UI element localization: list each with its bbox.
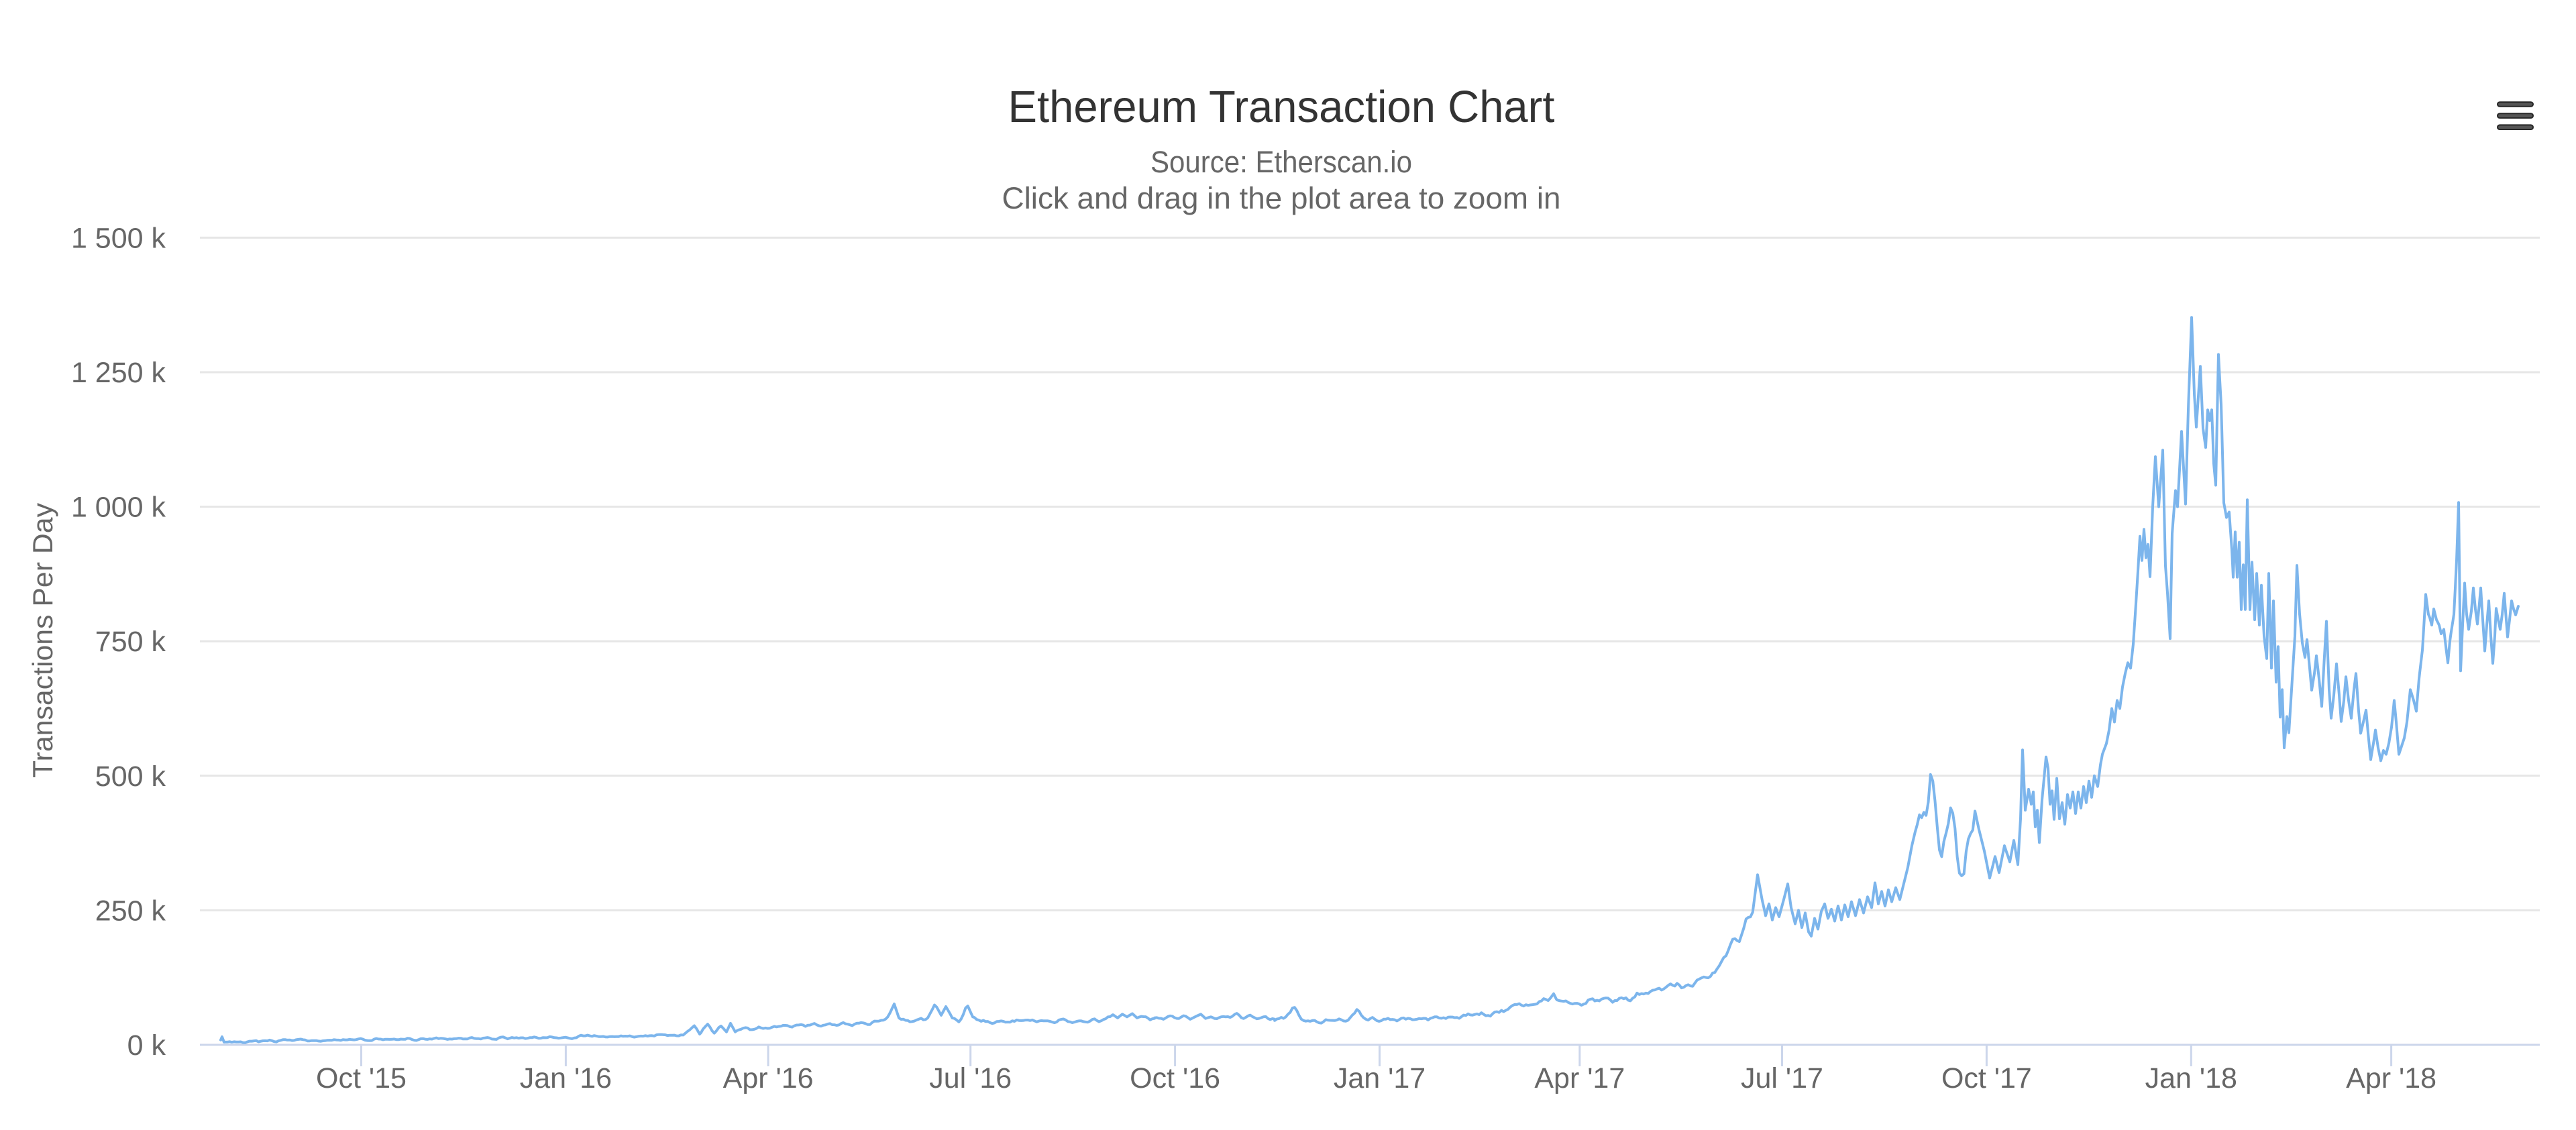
svg-text:Oct '16: Oct '16 (1130, 1062, 1220, 1094)
svg-text:250 k: 250 k (95, 895, 166, 927)
svg-text:1 000 k: 1 000 k (71, 492, 166, 524)
svg-text:Jul '16: Jul '16 (929, 1062, 1012, 1094)
svg-text:1 250 k: 1 250 k (71, 357, 166, 389)
svg-text:Click and drag in the plot are: Click and drag in the plot area to zoom … (1002, 181, 1561, 215)
svg-text:Jul '17: Jul '17 (1741, 1062, 1823, 1094)
svg-text:Transactions Per Day: Transactions Per Day (27, 503, 58, 778)
svg-text:Ethereum Transaction Chart: Ethereum Transaction Chart (1008, 82, 1555, 132)
svg-text:Source: Etherscan.io: Source: Etherscan.io (1150, 145, 1412, 179)
svg-text:500 k: 500 k (95, 760, 166, 793)
svg-text:1 500 k: 1 500 k (71, 222, 166, 254)
svg-text:Apr '16: Apr '16 (723, 1062, 814, 1094)
svg-text:Apr '17: Apr '17 (1534, 1062, 1625, 1094)
svg-text:Oct '15: Oct '15 (316, 1062, 407, 1094)
svg-text:Jan '16: Jan '16 (520, 1062, 612, 1094)
svg-text:Apr '18: Apr '18 (2346, 1062, 2436, 1094)
svg-text:Jan '18: Jan '18 (2145, 1062, 2237, 1094)
svg-text:Jan '17: Jan '17 (1334, 1062, 1426, 1094)
svg-text:0 k: 0 k (127, 1029, 166, 1062)
svg-text:750 k: 750 k (95, 626, 166, 658)
svg-text:Oct '17: Oct '17 (1941, 1062, 2032, 1094)
